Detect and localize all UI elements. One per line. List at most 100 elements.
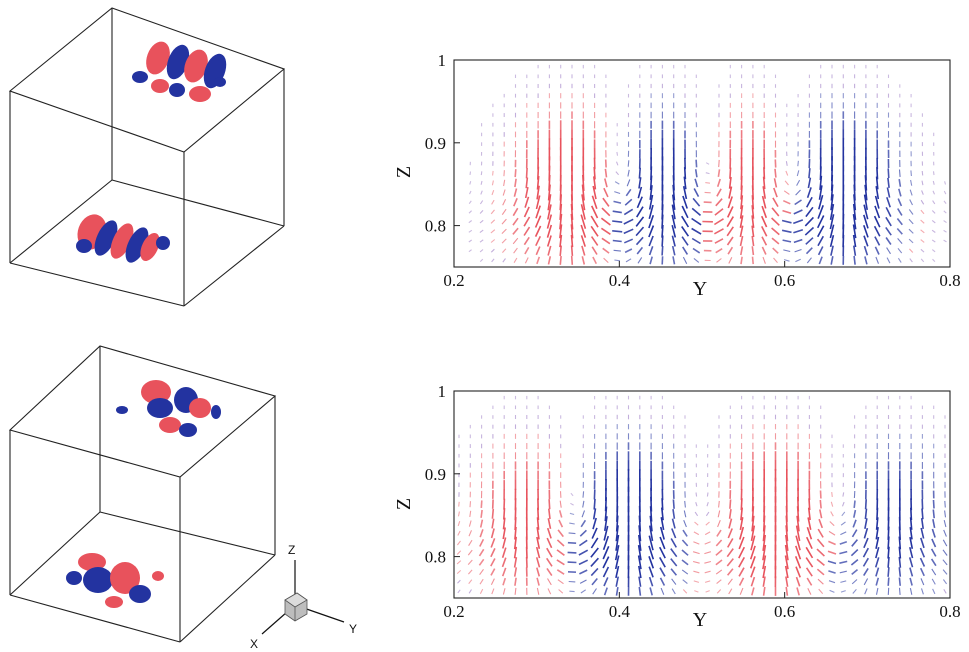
vector-arrow (546, 214, 553, 229)
vector-arrow (479, 258, 484, 262)
vector-arrow (535, 246, 541, 256)
vector-arrow (853, 245, 857, 256)
vector-arrow (943, 519, 947, 528)
vector-arrow (546, 537, 553, 549)
vector-arrow (502, 527, 506, 540)
vector-arrow (716, 258, 722, 263)
vector-arrow (458, 501, 460, 507)
plot-frame-bottom (453, 390, 951, 599)
vector-arrow (501, 557, 507, 568)
vector-arrow (785, 586, 789, 596)
vector-arrow (581, 245, 586, 256)
vector-arrow (783, 249, 791, 253)
vector-arrow (738, 536, 745, 550)
vector-arrow (805, 247, 813, 255)
vector-arrow (479, 229, 484, 234)
vector-arrow (637, 186, 643, 199)
vector-arrow (692, 247, 701, 254)
vector-arrow (863, 527, 869, 539)
vector-arrow (716, 579, 722, 585)
vector-arrow (740, 195, 744, 210)
vector-arrow (637, 257, 643, 264)
isosurface-top-lower (76, 214, 170, 263)
vector-arrow (591, 527, 598, 539)
vector-arrow (751, 235, 755, 247)
vector-arrow (660, 587, 665, 595)
vector-arrow (715, 198, 723, 207)
vector-arrow (581, 510, 586, 518)
vector-arrow (887, 556, 890, 568)
vector-arrow (751, 215, 755, 228)
vector-arrow (910, 179, 913, 186)
vector-arrow (716, 589, 722, 594)
vector-arrow (672, 194, 676, 210)
vector-arrow (851, 529, 858, 538)
vector-arrow (546, 567, 553, 577)
vector-arrow (671, 225, 677, 238)
vector-arrow (692, 197, 701, 207)
vector-arrow (490, 248, 495, 253)
vector-arrow (672, 256, 676, 265)
vector-arrow (513, 567, 518, 577)
ticks-top (453, 59, 951, 267)
vector-arrow (671, 528, 677, 539)
vector-arrow (908, 218, 914, 225)
vector-arrow (762, 586, 766, 596)
vector-arrow (852, 203, 857, 220)
vector-arrow (828, 580, 836, 584)
vector-arrow (468, 539, 473, 546)
vector-arrow (908, 228, 914, 234)
vector-arrow (614, 555, 620, 570)
vector-arrow (795, 576, 801, 587)
vector-arrow (874, 195, 880, 209)
vector-arrow (491, 180, 494, 186)
vector-arrow (524, 186, 529, 199)
vector-arrow (623, 238, 634, 244)
vector-arrow (909, 536, 914, 549)
vector-arrow (671, 245, 676, 256)
vector-arrow (943, 220, 947, 224)
vector-arrow (873, 225, 881, 237)
vector-arrow (648, 545, 655, 560)
vector-arrow (887, 168, 890, 179)
vector-arrow (614, 191, 621, 195)
vector-arrow (491, 199, 495, 205)
vector-arrow (502, 537, 507, 549)
vector-arrow (852, 519, 857, 528)
vector-arrow (591, 195, 598, 209)
vector-arrow (806, 257, 812, 264)
vector-arrow (523, 206, 530, 218)
vector-arrow (592, 517, 597, 530)
vector-arrow (649, 185, 653, 200)
vector-arrow (479, 239, 484, 243)
vector-arrow (773, 178, 778, 188)
vector-arrow (909, 587, 913, 595)
vector-arrow (659, 577, 666, 586)
vector-arrow (693, 188, 700, 197)
vector-arrow (457, 511, 460, 517)
vector-arrow (885, 237, 892, 245)
vector-arrow (805, 196, 813, 208)
vector-arrow (829, 203, 835, 220)
vector-arrow (670, 558, 678, 567)
vector-arrow (623, 228, 634, 235)
vector-arrow (570, 492, 574, 497)
vector-arrow (862, 547, 870, 558)
vector-arrow (750, 535, 756, 551)
vector-arrow (580, 519, 587, 528)
vector-arrow (718, 500, 720, 508)
vector-arrow (863, 214, 869, 229)
vector-arrow (727, 528, 733, 539)
vector-arrow (602, 197, 610, 207)
vector-arrow (693, 257, 700, 263)
vector-arrow (874, 557, 880, 568)
vector-arrow (625, 258, 632, 263)
vector-arrow (885, 226, 892, 236)
vector-arrow (579, 579, 587, 584)
vector-arrow (681, 226, 690, 237)
vector-arrow (615, 586, 619, 596)
vector-arrow (829, 235, 835, 247)
vector-arrow (659, 567, 666, 577)
vector-arrow (581, 184, 585, 201)
vector-arrow (547, 204, 552, 220)
